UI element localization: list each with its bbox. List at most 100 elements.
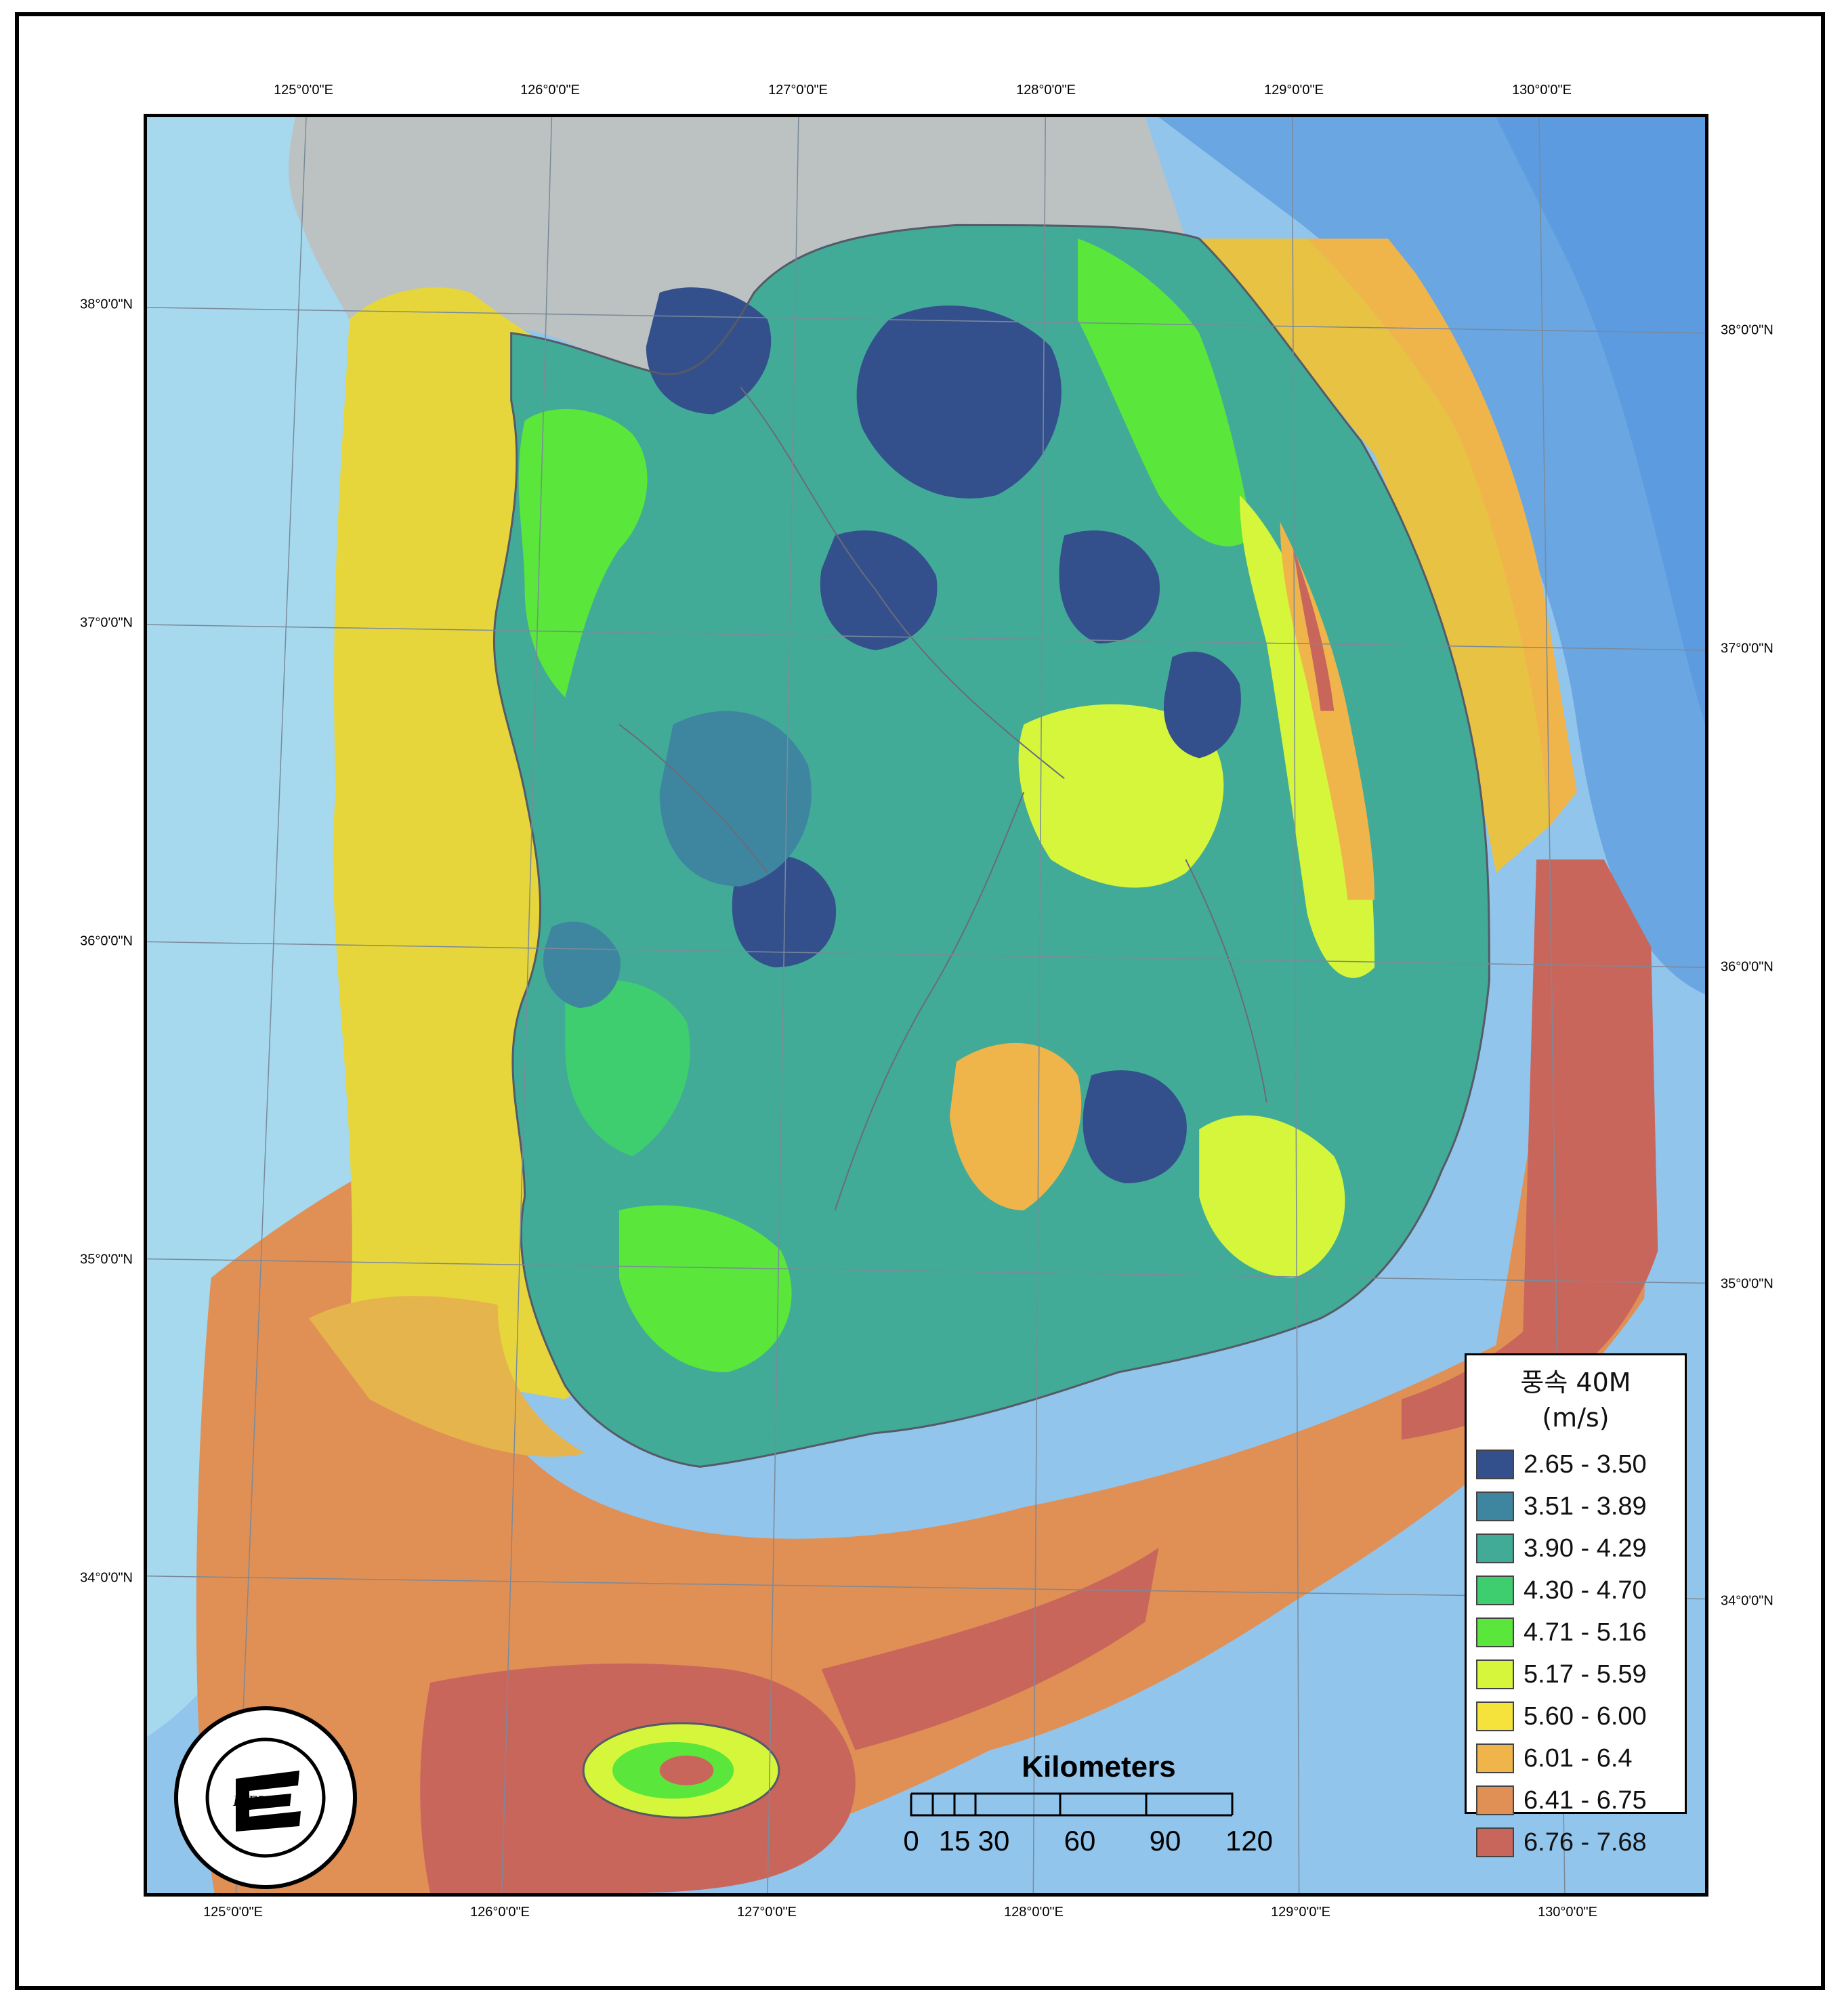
legend-item: 5.60 - 6.00 [1476,1695,1647,1737]
tick-top-128: 128°0'0"E [1016,83,1076,98]
legend-label: 2.65 - 3.50 [1524,1450,1647,1479]
legend-unit: (m/s) [1542,1403,1610,1433]
tick-right-36: 36°0'0"N [1721,959,1773,975]
kier-logo-seal: KIER [171,1703,360,1892]
low-core-2 [856,305,1062,499]
tick-top-126: 126°0'0"E [520,83,580,98]
north-korea-terrain [289,117,1186,401]
tick-bottom-130: 130°0'0"E [1538,1905,1597,1920]
legend-swatch [1476,1785,1514,1815]
legend-item: 6.76 - 7.68 [1476,1821,1647,1863]
legend-swatch [1476,1534,1514,1563]
southwest-orange-band [308,1296,586,1457]
admin-boundaries [618,386,1267,1211]
legend-label: 4.71 - 5.16 [1524,1617,1647,1647]
legend-title: 풍속 40M [1520,1368,1631,1397]
legend-label: 5.60 - 6.00 [1524,1701,1647,1731]
legend-item: 2.65 - 3.50 [1476,1443,1647,1485]
tick-right-37: 37°0'0"N [1721,641,1773,656]
east-sea-deeper [1496,117,1705,725]
legend-swatch [1476,1450,1514,1479]
legend-label: 5.17 - 5.59 [1524,1659,1647,1689]
tick-right-38: 38°0'0"N [1721,322,1773,338]
tick-left-36: 36°0'0"N [80,933,133,949]
ridge-red-east [1293,549,1335,711]
legend-swatch [1476,1576,1514,1605]
patch-yellow-taebaek [1239,494,1375,978]
scale-label-120: 120 [1225,1825,1274,1857]
scale-label-60: 60 [1064,1825,1096,1857]
legend-swatch [1476,1617,1514,1647]
svg-text:KIER: KIER [232,1792,266,1809]
offshore-zone-red-east [1401,859,1658,1440]
legend-item: 4.30 - 4.70 [1476,1569,1647,1611]
tick-left-37: 37°0'0"N [80,615,133,631]
low-core-1 [646,287,772,415]
legend-label: 3.90 - 4.29 [1524,1534,1647,1563]
tick-bottom-128: 128°0'0"E [1004,1905,1064,1920]
mid-core-8 [543,921,621,1008]
scale-label-0: 0 [903,1825,919,1857]
tick-bottom-129: 129°0'0"E [1271,1905,1330,1920]
scale-label-30: 30 [978,1825,1010,1857]
offshore-zone-red-southeast [821,1547,1159,1750]
legend-item: 6.41 - 6.75 [1476,1779,1647,1821]
tick-left-34: 34°0'0"N [80,1570,133,1586]
jeju-hallasan-peak [659,1755,714,1785]
low-core-3 [820,530,938,650]
patch-green-south [618,1205,792,1372]
east-coast-orange-band [1307,238,1577,826]
graticule-lines [147,117,1705,1893]
map-canvas [147,117,1705,1893]
scale-label-90: 90 [1149,1825,1181,1857]
coastline [492,224,1490,1468]
scale-bar-title: Kilometers [1022,1750,1176,1783]
low-core-5 [1163,652,1241,759]
east-sea-deep [1158,117,1705,995]
legend-swatch [1476,1827,1514,1857]
patch-green-southwest [565,980,690,1157]
tick-top-129: 129°0'0"E [1264,83,1324,98]
legend: 풍속 40M (m/s) 2.65 - 3.50 3.51 - 3.89 3.90 … [1465,1353,1687,1857]
low-core-4 [1059,530,1160,644]
patch-orange-jiri [949,1042,1082,1210]
tick-right-34: 34°0'0"N [1721,1593,1773,1609]
outer-frame [15,12,1825,1990]
legend-item: 3.51 - 3.89 [1476,1485,1647,1527]
tick-top-125: 125°0'0"E [274,83,333,98]
wind-speed-map [144,114,1708,1897]
legend-item: 3.90 - 4.29 [1476,1527,1647,1569]
offshore-zone-orange [196,967,1652,1893]
legend-label: 3.51 - 3.89 [1524,1492,1647,1521]
legend-swatch [1476,1701,1514,1731]
tick-left-35: 35°0'0"N [80,1252,133,1267]
legend-swatch [1476,1659,1514,1689]
legend-label: 6.01 - 6.4 [1524,1743,1633,1773]
legend-label: 4.30 - 4.70 [1524,1576,1647,1605]
scale-bar: Kilometers 0 15 30 60 90 120 [896,1750,1302,1879]
tick-top-127: 127°0'0"E [768,83,828,98]
low-core-6 [732,854,837,968]
scale-bar-graphic [910,1792,1234,1817]
tick-left-38: 38°0'0"N [80,297,133,312]
patch-yellow-sobaek [1018,704,1224,888]
scale-label-15: 15 [938,1825,971,1857]
patch-yellow-southeast [1199,1115,1345,1278]
tick-top-130: 130°0'0"E [1512,83,1572,98]
tick-bottom-126: 126°0'0"E [470,1905,530,1920]
tick-bottom-125: 125°0'0"E [203,1905,263,1920]
tick-bottom-127: 127°0'0"E [737,1905,797,1920]
legend-label: 6.76 - 7.68 [1524,1827,1647,1857]
legend-swatch [1476,1743,1514,1773]
mid-core-9 [659,711,812,887]
legend-items: 2.65 - 3.50 3.51 - 3.89 3.90 - 4.29 4.30 - … [1476,1443,1647,1863]
legend-swatch [1476,1492,1514,1521]
legend-item: 6.01 - 6.4 [1476,1737,1647,1779]
legend-item: 4.71 - 5.16 [1476,1611,1647,1653]
tick-right-35: 35°0'0"N [1721,1276,1773,1292]
low-core-7 [1083,1070,1187,1183]
legend-label: 6.41 - 6.75 [1524,1785,1647,1815]
patch-green-northeast [1078,238,1253,547]
patch-green-west [518,408,648,698]
legend-item: 5.17 - 5.59 [1476,1653,1647,1695]
